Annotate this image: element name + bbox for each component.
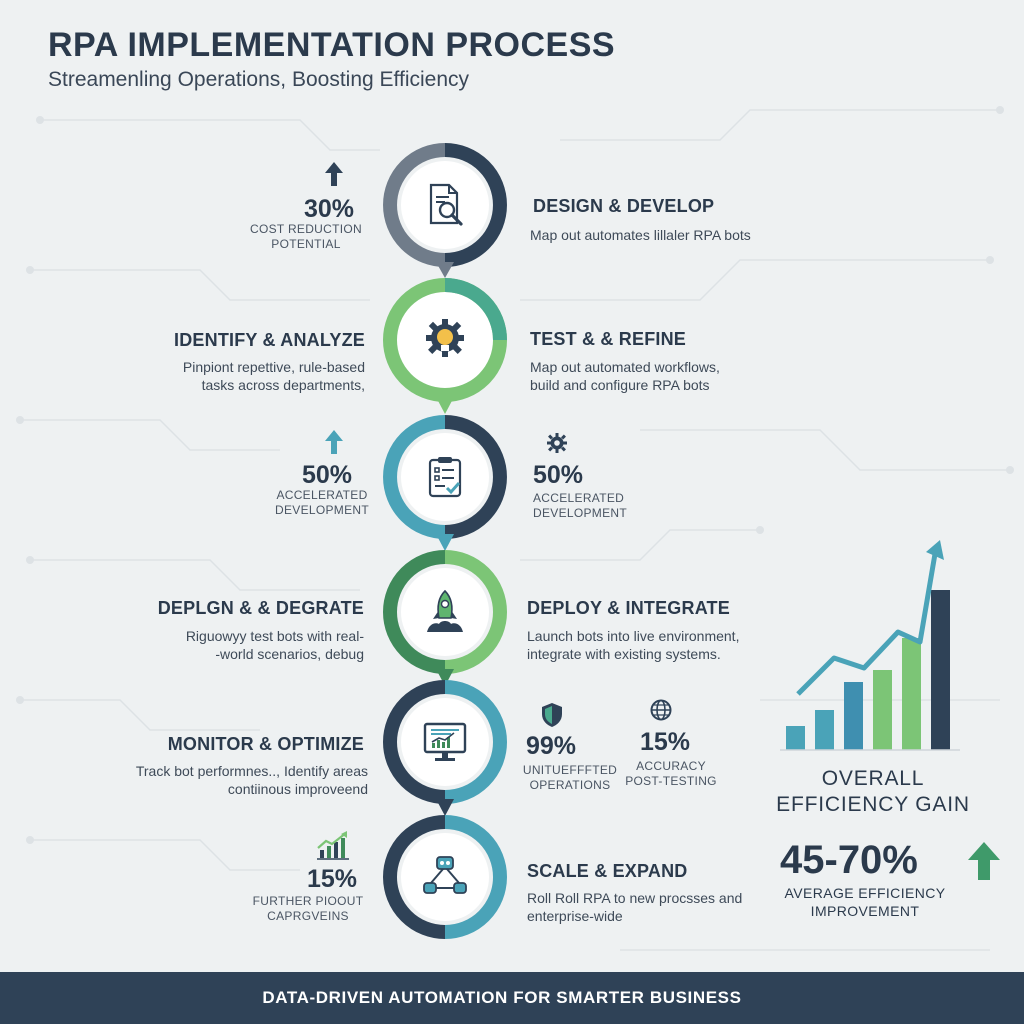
stat-caption-accelerated-right: ACCELERATED DEVELOPMENT	[533, 491, 627, 520]
arrow-up-icon	[325, 162, 343, 186]
page-title: RPA IMPLEMENTATION PROCESS	[48, 26, 616, 64]
step-desc-deplgn-degrate: Riguowyy test bots with real- -world sce…	[185, 628, 364, 662]
rocket-icon	[427, 589, 463, 632]
stat-value-accelerated-left: 50%	[302, 461, 353, 489]
stat-value-uptime: 99%	[526, 732, 577, 760]
efficiency-bar	[786, 726, 805, 750]
stat-caption-uptime: UNITUEFFFTED OPERATIONS	[522, 763, 618, 792]
stat-value-cost-reduction: 30%	[304, 195, 355, 223]
monitor-chart-icon	[423, 722, 467, 761]
step-heading-monitor-optimize: MONITOR & OPTIMIZE	[167, 734, 364, 754]
step-desc-scale-expand: Roll Roll RPA to new procsses and enterp…	[527, 890, 743, 924]
efficiency-bar	[873, 670, 892, 750]
trend-arrow-line	[796, 547, 939, 696]
step-desc-deploy-integrate: Launch bots into live environment, integ…	[527, 628, 740, 662]
stat-caption-accuracy: ACCURACY POST-TESTING	[625, 759, 717, 788]
document-search-icon	[429, 183, 463, 226]
efficiency-bar	[902, 638, 921, 750]
step-desc-test-refine: Map out automated workflows, build and c…	[530, 359, 720, 393]
efficiency-value: 45-70%	[780, 838, 918, 882]
stat-value-accelerated-right: 50%	[533, 461, 584, 489]
stat-caption-cost-reduction: COST REDUCTION POTENTIAL	[250, 222, 362, 251]
efficiency-bar	[815, 710, 834, 750]
step-heading-test-refine: TEST & & REFINE	[530, 329, 687, 349]
timeline-node-6	[383, 815, 507, 939]
efficiency-bar	[931, 590, 950, 750]
step-desc-identify-analyze: Pinpiont repettive, rule-based tasks acr…	[182, 359, 365, 393]
step-heading-design-develop: DESIGN & DEVELOP	[533, 196, 715, 216]
network-icon	[423, 856, 467, 894]
page-subtitle: Streamenling Operations, Boosting Effici…	[48, 68, 470, 91]
footer-banner: DATA-DRIVEN AUTOMATION FOR SMARTER BUSIN…	[0, 972, 1024, 1024]
efficiency-bar-chart	[780, 540, 960, 751]
clipboard-checklist-icon	[428, 457, 462, 498]
step-heading-scale-expand: SCALE & EXPAND	[527, 861, 688, 881]
gear-lightbulb-icon	[426, 319, 464, 357]
efficiency-bar	[844, 682, 863, 750]
step-desc-design-develop: Map out automates lillaler RPA bots	[530, 227, 751, 243]
step-heading-identify-analyze: IDENTIFY & ANALYZE	[174, 330, 365, 350]
step-desc-monitor-optimize: Track bot performnes.., Identify areas c…	[135, 763, 368, 797]
globe-icon	[650, 699, 672, 721]
gear-icon	[547, 433, 567, 453]
footer-text: DATA-DRIVEN AUTOMATION FOR SMARTER BUSIN…	[262, 988, 742, 1007]
efficiency-arrow-up-icon	[968, 842, 1000, 880]
shield-icon	[542, 703, 562, 727]
stat-value-accuracy: 15%	[640, 728, 691, 756]
growth-chart-icon	[317, 831, 349, 860]
stat-value-further-output: 15%	[307, 865, 358, 893]
efficiency-caption: AVERAGE EFFICIENCY IMPROVEMENT	[784, 885, 946, 919]
step-heading-deploy-integrate: DEPLOY & INTEGRATE	[527, 598, 730, 618]
trend-arrow-head	[926, 540, 944, 560]
arrow-up-icon	[325, 430, 343, 454]
stat-caption-further-output: FURTHER PIOOUT CAPRGVEINS	[252, 894, 364, 923]
step-heading-deplgn-degrate: DEPLGN & & DEGRATE	[157, 598, 364, 618]
efficiency-title: OVERALL EFFICIENCY GAIN	[776, 767, 970, 816]
stat-caption-accelerated-left: ACCELERATED DEVELOPMENT	[275, 488, 369, 517]
